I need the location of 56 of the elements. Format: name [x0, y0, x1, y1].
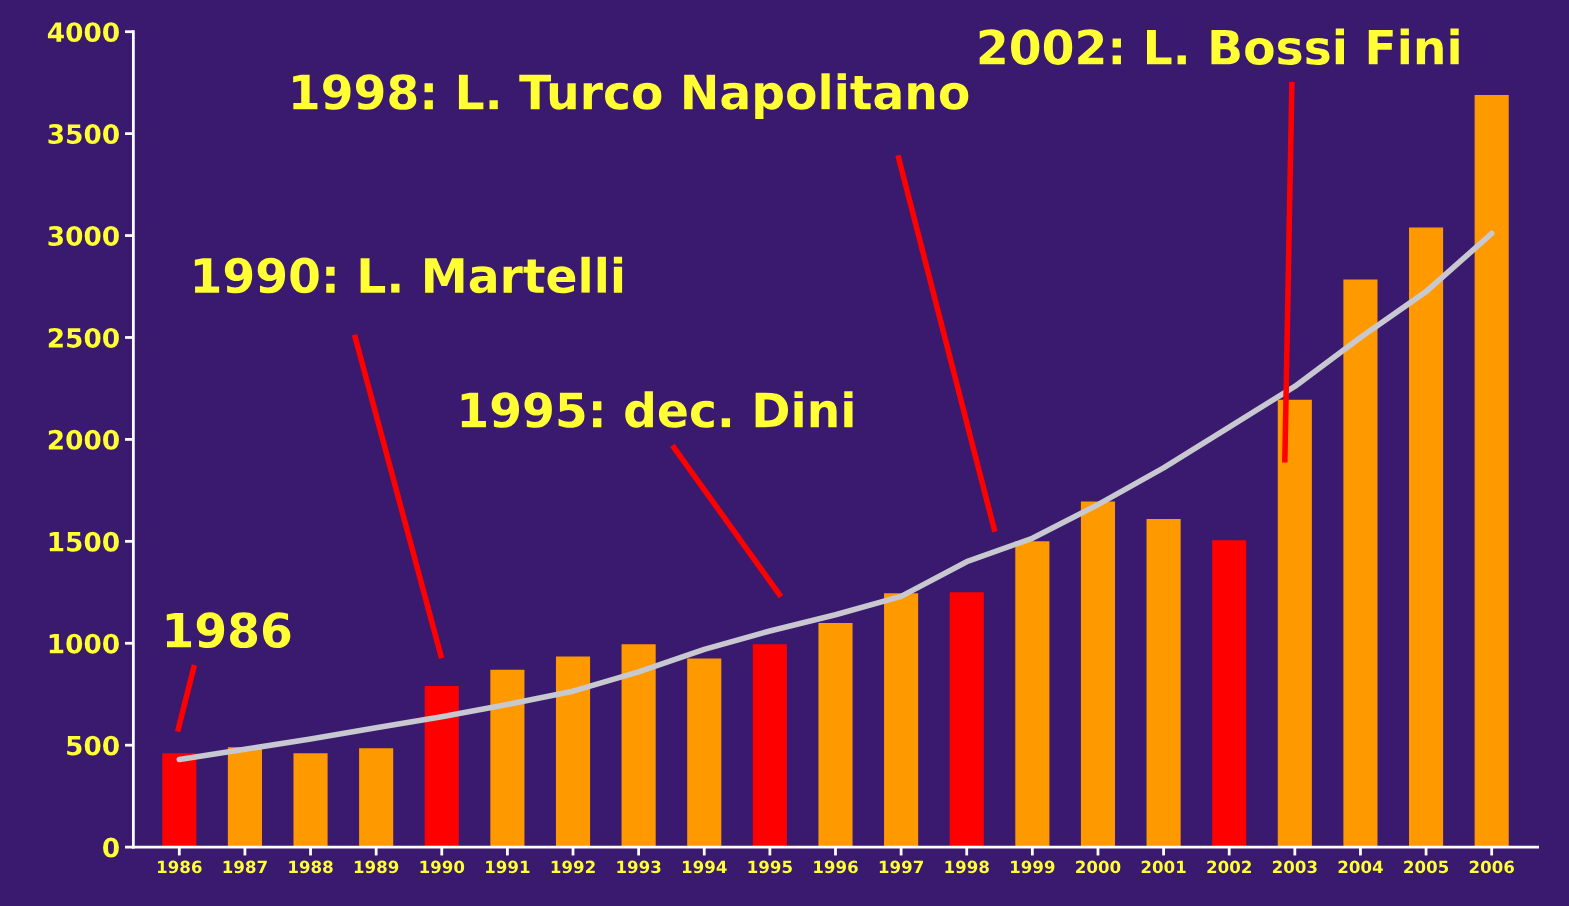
y-tick-label: 1500	[49, 531, 119, 552]
x-tick-label: 1990	[420, 860, 465, 874]
bar	[1080, 501, 1116, 848]
y-tick-label: 2500	[48, 327, 119, 348]
x-tick-label: 1988	[289, 860, 333, 874]
x-tick-label: 2002	[1207, 860, 1251, 874]
bar	[818, 622, 853, 848]
x-tick-label: 2005	[1404, 860, 1449, 874]
bar	[1212, 540, 1247, 848]
annotation: 1990: L. Martelli	[194, 256, 623, 294]
bar	[293, 753, 328, 848]
y-tick-label: 4000	[47, 22, 119, 43]
bar	[1277, 399, 1312, 848]
annotation: 1998: L. Turco Napolitano	[293, 73, 969, 119]
bar	[555, 656, 591, 848]
bar	[621, 644, 656, 848]
annotation: 1995: dec. Dini	[461, 391, 853, 428]
y-tick-label: 2000	[48, 429, 119, 450]
x-tick-label: 1987	[223, 860, 267, 874]
x-tick-label: 1993	[617, 860, 661, 874]
x-tick-label: 2003	[1272, 860, 1317, 874]
bar	[424, 686, 459, 848]
x-tick-label: 1997	[879, 860, 923, 874]
bar	[949, 592, 984, 848]
x-tick-label: 2004	[1338, 860, 1383, 874]
bar	[752, 644, 787, 848]
bar	[1343, 279, 1378, 848]
x-tick-label: 1998	[945, 860, 989, 874]
y-tick-label: 3500	[48, 124, 119, 145]
x-tick-label: 1991	[486, 860, 530, 874]
y-tick-label: 3000	[48, 226, 119, 246]
x-tick-label: 1992	[551, 860, 595, 874]
y-tick-label: 500	[67, 735, 119, 756]
annotation: 2002: L. Bossi Fini	[979, 28, 1459, 65]
x-tick-label: 2001	[1141, 860, 1186, 874]
x-tick-label: 2000	[1076, 860, 1121, 874]
bar	[359, 748, 394, 848]
annotation: 1986	[166, 612, 291, 649]
bar	[490, 669, 525, 848]
x-tick-label: 1999	[1011, 860, 1055, 874]
bar	[1146, 518, 1181, 848]
bar	[1474, 94, 1509, 848]
x-tick-label: 1989	[354, 860, 399, 874]
y-tick-label: 1000	[49, 633, 119, 654]
x-tick-label: 1986	[157, 860, 202, 874]
x-tick-label: 1996	[814, 860, 858, 874]
bar	[1409, 227, 1444, 848]
bar	[162, 753, 197, 848]
x-tick-label: 1995	[748, 860, 792, 874]
bar	[884, 593, 919, 848]
y-tick-label: 0	[103, 837, 119, 858]
bar	[687, 658, 722, 848]
x-tick-label: 2006	[1469, 860, 1514, 874]
bar	[227, 747, 262, 848]
x-tick-label: 1994	[682, 860, 727, 874]
bar	[1015, 541, 1050, 848]
